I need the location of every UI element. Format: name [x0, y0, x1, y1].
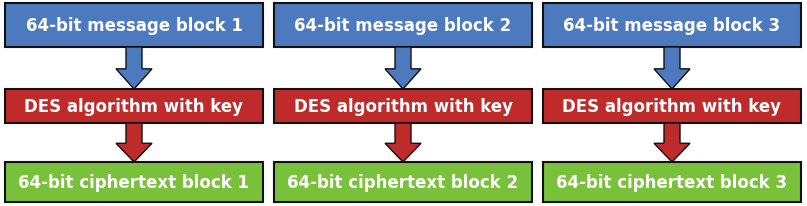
FancyBboxPatch shape: [543, 162, 801, 202]
Polygon shape: [654, 123, 690, 162]
Text: 64-bit ciphertext block 2: 64-bit ciphertext block 2: [287, 173, 519, 191]
Text: DES algorithm with key: DES algorithm with key: [24, 97, 244, 115]
Polygon shape: [385, 48, 421, 90]
FancyBboxPatch shape: [543, 4, 801, 48]
FancyBboxPatch shape: [274, 4, 532, 48]
Polygon shape: [385, 123, 421, 162]
Text: 64-bit message block 2: 64-bit message block 2: [295, 17, 512, 35]
Text: 64-bit ciphertext block 1: 64-bit ciphertext block 1: [19, 173, 249, 191]
Polygon shape: [116, 48, 152, 90]
FancyBboxPatch shape: [5, 90, 263, 123]
FancyBboxPatch shape: [274, 162, 532, 202]
Polygon shape: [654, 48, 690, 90]
Text: 64-bit ciphertext block 3: 64-bit ciphertext block 3: [557, 173, 788, 191]
Polygon shape: [116, 123, 152, 162]
FancyBboxPatch shape: [5, 4, 263, 48]
Text: DES algorithm with key: DES algorithm with key: [562, 97, 781, 115]
FancyBboxPatch shape: [543, 90, 801, 123]
Text: DES algorithm with key: DES algorithm with key: [294, 97, 512, 115]
Text: 64-bit message block 3: 64-bit message block 3: [563, 17, 780, 35]
FancyBboxPatch shape: [274, 90, 532, 123]
FancyBboxPatch shape: [5, 162, 263, 202]
Text: 64-bit message block 1: 64-bit message block 1: [26, 17, 242, 35]
